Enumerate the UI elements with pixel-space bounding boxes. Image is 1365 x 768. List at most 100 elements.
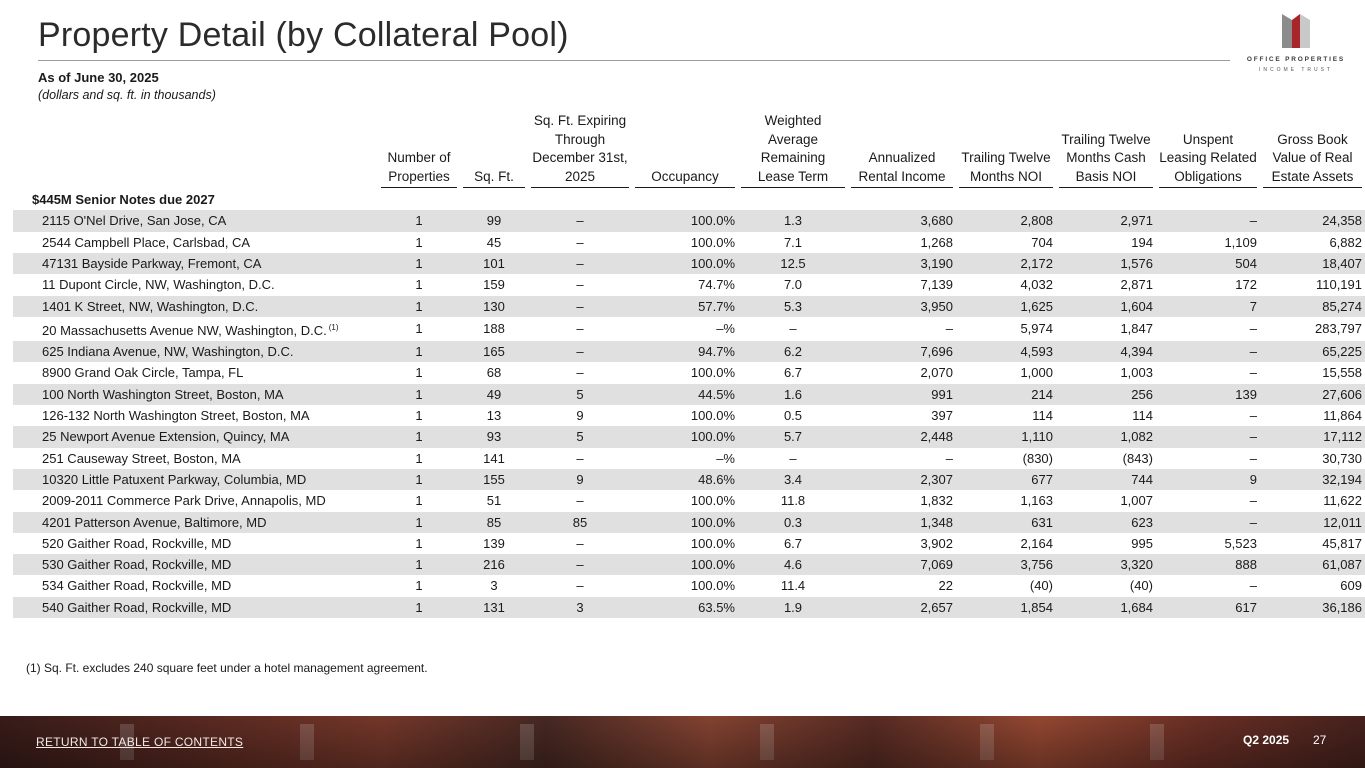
property-name-cell: 47131 Bayside Parkway, Fremont, CA xyxy=(13,252,378,275)
gross-book-value-cell: 36,186 xyxy=(1260,596,1365,619)
lease-term-cell: – xyxy=(738,316,848,342)
ttm-noi-cell: 1,854 xyxy=(956,596,1056,619)
property-name-cell: 1401 K Street, NW, Washington, D.C. xyxy=(13,295,378,317)
occupancy-cell: 100.0% xyxy=(632,210,738,232)
lease-term-cell: 3.4 xyxy=(738,468,848,491)
footer-photo-detail xyxy=(520,724,534,760)
leasing-obligations-cell: 504 xyxy=(1156,252,1260,275)
ttm-cash-noi-cell: 3,320 xyxy=(1056,554,1156,576)
ttm-noi-cell: 631 xyxy=(956,511,1056,533)
sq-ft-expiring-cell: 85 xyxy=(528,511,632,533)
leasing-obligations-cell: 888 xyxy=(1156,554,1260,576)
leasing-obligations-cell: – xyxy=(1156,341,1260,363)
sq-ft-cell: 216 xyxy=(460,554,528,576)
occupancy-cell: 100.0% xyxy=(632,490,738,512)
logo-mark-icon xyxy=(1282,14,1310,48)
lease-term-cell: 5.3 xyxy=(738,295,848,317)
number-of-properties-cell: 1 xyxy=(378,295,460,317)
leasing-obligations-cell: – xyxy=(1156,426,1260,448)
sq-ft-expiring-cell: – xyxy=(528,316,632,342)
number-of-properties-cell: 1 xyxy=(378,316,460,342)
property-detail-table: Number of Properties Sq. Ft. Sq. Ft. Exp… xyxy=(13,112,1365,619)
property-name: 100 North Washington Street, Boston, MA xyxy=(42,386,284,402)
gross-book-value-cell: 609 xyxy=(1260,575,1365,597)
sq-ft-cell: 101 xyxy=(460,252,528,275)
ttm-cash-noi-cell: 1,082 xyxy=(1056,426,1156,448)
sq-ft-cell: 159 xyxy=(460,274,528,296)
property-name: 2115 O'Nel Drive, San Jose, CA xyxy=(42,213,227,229)
leasing-obligations-cell: 139 xyxy=(1156,383,1260,406)
property-name: 625 Indiana Avenue, NW, Washington, D.C. xyxy=(42,344,294,360)
property-name-cell: 2115 O'Nel Drive, San Jose, CA xyxy=(13,210,378,232)
header-annualized-rental-income: Annualized Rental Income xyxy=(848,112,956,190)
footer-photo-detail xyxy=(760,724,774,760)
lease-term-cell: 6.7 xyxy=(738,362,848,384)
ttm-noi-cell: (40) xyxy=(956,575,1056,597)
rental-income-cell: 7,696 xyxy=(848,341,956,363)
as-of-date: As of June 30, 2025 xyxy=(38,70,159,85)
ttm-noi-cell: 704 xyxy=(956,231,1056,253)
leasing-obligations-cell: 172 xyxy=(1156,274,1260,296)
number-of-properties-cell: 1 xyxy=(378,511,460,533)
ttm-cash-noi-cell: 995 xyxy=(1056,532,1156,555)
ttm-cash-noi-cell: 1,684 xyxy=(1056,596,1156,619)
lease-term-cell: 11.4 xyxy=(738,575,848,597)
leasing-obligations-cell: 1,109 xyxy=(1156,231,1260,253)
sq-ft-expiring-cell: – xyxy=(528,554,632,576)
occupancy-cell: 100.0% xyxy=(632,231,738,253)
leasing-obligations-cell: – xyxy=(1156,405,1260,427)
leasing-obligations-cell: 5,523 xyxy=(1156,532,1260,555)
occupancy-cell: 44.5% xyxy=(632,383,738,406)
number-of-properties-cell: 1 xyxy=(378,405,460,427)
table-row: 540 Gaither Road, Rockville, MD 1 131 3 63.5… xyxy=(13,596,1365,619)
sq-ft-cell: 51 xyxy=(460,490,528,512)
leasing-obligations-cell: 7 xyxy=(1156,295,1260,317)
sq-ft-expiring-cell: 3 xyxy=(528,596,632,619)
property-name-cell: 4201 Patterson Avenue, Baltimore, MD xyxy=(13,511,378,533)
header-unspent-leasing-obligations: Unspent Leasing Related Obligations xyxy=(1156,112,1260,190)
footer-bar: RETURN TO TABLE OF CONTENTS Q2 2025 27 xyxy=(0,716,1365,768)
occupancy-cell: 100.0% xyxy=(632,511,738,533)
footnote: (1) Sq. Ft. excludes 240 square feet und… xyxy=(26,661,428,675)
gross-book-value-cell: 61,087 xyxy=(1260,554,1365,576)
table-row: 534 Gaither Road, Rockville, MD 1 3–100.0%… xyxy=(13,575,1365,597)
property-name-cell: 625 Indiana Avenue, NW, Washington, D.C. xyxy=(13,341,378,363)
property-name: 25 Newport Avenue Extension, Quincy, MA xyxy=(42,429,290,445)
number-of-properties-cell: 1 xyxy=(378,554,460,576)
ttm-noi-cell: 114 xyxy=(956,405,1056,427)
property-name: 126-132 North Washington Street, Boston,… xyxy=(42,408,310,424)
sq-ft-expiring-cell: – xyxy=(528,341,632,363)
leasing-obligations-cell: 9 xyxy=(1156,468,1260,491)
sq-ft-expiring-cell: – xyxy=(528,362,632,384)
ttm-noi-cell: (830) xyxy=(956,447,1056,469)
occupancy-cell: 100.0% xyxy=(632,426,738,448)
property-name-cell: 534 Gaither Road, Rockville, MD xyxy=(13,575,378,597)
lease-term-cell: 7.0 xyxy=(738,274,848,296)
property-name: 540 Gaither Road, Rockville, MD xyxy=(42,599,232,615)
title-divider xyxy=(38,60,1230,61)
ttm-cash-noi-cell: 114 xyxy=(1056,405,1156,427)
property-name-cell: 2009-2011 Commerce Park Drive, Annapolis… xyxy=(13,490,378,512)
rental-income-cell: 22 xyxy=(848,575,956,597)
header-ttm-noi: Trailing Twelve Months NOI xyxy=(956,112,1056,190)
table-row: 625 Indiana Avenue, NW, Washington, D.C.… xyxy=(13,341,1365,363)
gross-book-value-cell: 12,011 xyxy=(1260,511,1365,533)
property-name-cell: 540 Gaither Road, Rockville, MD xyxy=(13,596,378,619)
occupancy-cell: 94.7% xyxy=(632,341,738,363)
sq-ft-expiring-cell: 9 xyxy=(528,405,632,427)
number-of-properties-cell: 1 xyxy=(378,362,460,384)
table-row: 251 Causeway Street, Boston, MA 1 141– –% – –… xyxy=(13,447,1365,469)
property-name: 4201 Patterson Avenue, Baltimore, MD xyxy=(42,514,267,530)
sq-ft-expiring-cell: – xyxy=(528,210,632,232)
gross-book-value-cell: 30,730 xyxy=(1260,447,1365,469)
rental-income-cell: 3,950 xyxy=(848,295,956,317)
table-row: 8900 Grand Oak Circle, Tampa, FL 1 68–100.… xyxy=(13,362,1365,384)
property-name: 20 Massachusetts Avenue NW, Washington, … xyxy=(42,322,327,338)
footer-photo-detail xyxy=(1150,724,1164,760)
number-of-properties-cell: 1 xyxy=(378,274,460,296)
return-to-contents-link[interactable]: RETURN TO TABLE OF CONTENTS xyxy=(36,735,244,749)
number-of-properties-cell: 1 xyxy=(378,383,460,406)
leasing-obligations-cell: – xyxy=(1156,511,1260,533)
header-weighted-average-lease-term: Weighted Average Remaining Lease Term xyxy=(738,112,848,190)
number-of-properties-cell: 1 xyxy=(378,447,460,469)
